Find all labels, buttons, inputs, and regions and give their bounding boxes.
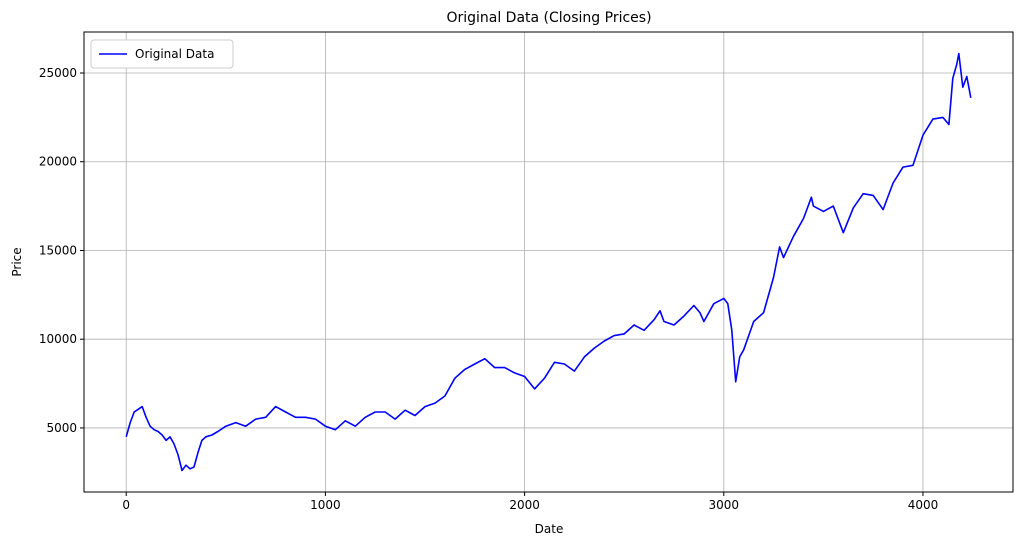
x-axis-ticks: 0 1000 2000 3000 4000 — [122, 492, 938, 512]
x-tick-label: 1000 — [310, 498, 341, 512]
y-tick-label: 5000 — [46, 421, 77, 435]
legend-box — [90, 39, 234, 69]
x-tick-label: 0 — [122, 498, 130, 512]
x-tick-label: 2000 — [509, 498, 540, 512]
y-tick-label: 15000 — [39, 243, 77, 257]
legend: Original Data — [90, 39, 234, 69]
series-line-original-data — [125, 52, 972, 472]
y-tick-label: 10000 — [39, 332, 77, 346]
grid-lines — [84, 32, 1013, 492]
y-axis-ticks: 5000 10000 15000 20000 25000 — [39, 66, 84, 435]
y-tick-label: 20000 — [39, 155, 77, 169]
y-tick-label: 25000 — [39, 66, 77, 80]
y-axis-title: Price — [10, 247, 24, 276]
x-tick-label: 4000 — [908, 498, 939, 512]
chart-title: Original Data (Closing Prices) — [446, 10, 651, 26]
plot-area-frame — [83, 31, 1014, 493]
x-tick-label: 3000 — [709, 498, 740, 512]
x-axis-title: Date — [535, 522, 564, 536]
legend-label: Original Data — [135, 47, 214, 61]
series-layer — [125, 52, 972, 472]
